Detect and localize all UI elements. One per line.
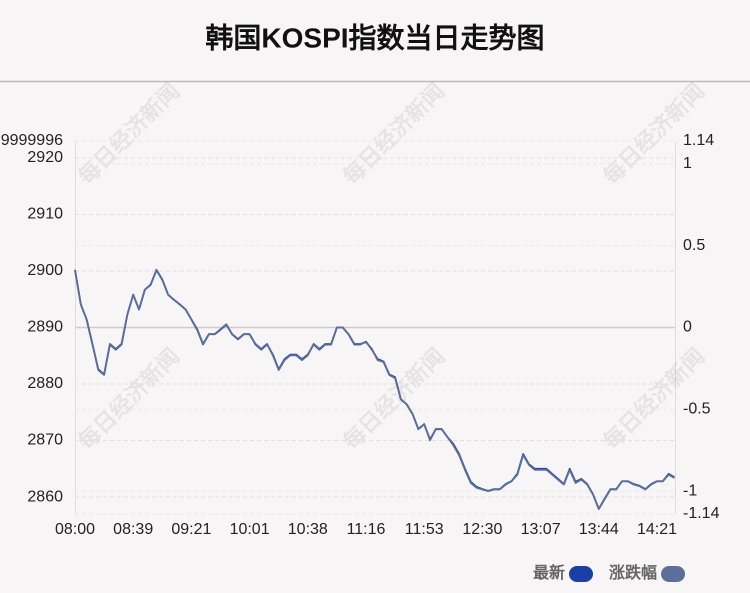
y-tick-label: 2920: [27, 149, 63, 166]
watermark: 每日经济新闻: [73, 343, 184, 454]
x-tick-label: 10:01: [230, 521, 270, 538]
x-tick-label: 08:00: [55, 521, 95, 538]
x-tick-label: 11:16: [347, 521, 386, 538]
legend-swatch: [569, 566, 594, 582]
y-tick-label: 2910: [27, 206, 63, 223]
y-tick-label: 2900: [27, 262, 63, 279]
x-tick-label: 10:38: [288, 521, 328, 538]
x-tick-label: 11:53: [405, 521, 444, 538]
watermark: 每日经济新闻: [338, 78, 449, 189]
y2-tick-label: 1: [683, 155, 692, 172]
legend-label: 最新: [533, 563, 565, 582]
x-tick-label: 13:44: [579, 521, 619, 538]
price-line: [74, 269, 675, 510]
x-tick-label: 08:39: [113, 521, 153, 538]
watermark: 每日经济新闻: [598, 343, 709, 454]
y2-tick-label: 1.14: [683, 132, 714, 149]
legend-swatch: [661, 566, 686, 582]
x-tick-label: 14:21: [637, 521, 677, 538]
chart-title: 韩国KOSPI指数当日走势图: [205, 22, 544, 53]
x-tick-label: 13:07: [521, 521, 561, 538]
y-tick-label: 2880: [27, 375, 63, 392]
x-tick-label: 09:21: [171, 521, 211, 538]
price-line: [74, 268, 675, 510]
legend-label: 涨跌幅: [609, 563, 657, 582]
y2-tick-label: -1.14: [683, 505, 720, 522]
y2-tick-label: -0.5: [683, 401, 711, 418]
watermark: 每日经济新闻: [73, 78, 184, 189]
y-tick-label: 2,922.9999996: [0, 132, 63, 149]
y2-tick-label: -1: [683, 482, 697, 499]
y-tick-label: 2870: [27, 432, 63, 449]
y2-tick-label: 0: [683, 319, 692, 336]
y2-tick-label: 0.5: [683, 237, 705, 254]
y-tick-label: 2860: [27, 488, 63, 505]
y-tick-label: 2890: [27, 319, 63, 336]
x-tick-label: 12:30: [462, 521, 502, 538]
watermark: 每日经济新闻: [338, 343, 449, 454]
